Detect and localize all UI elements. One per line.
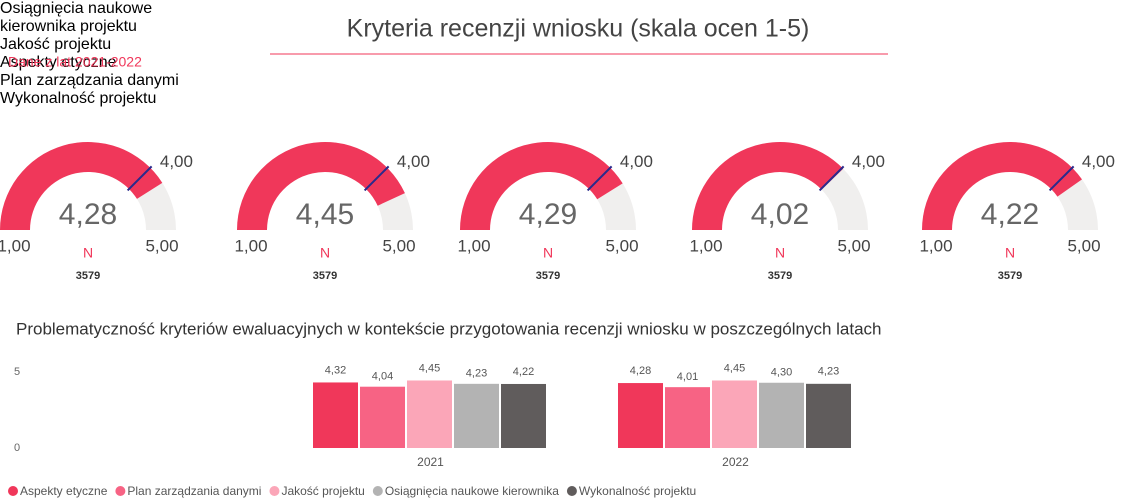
y-tick-label: 0 xyxy=(14,442,20,454)
gauge-fill xyxy=(692,141,844,230)
gauge-n-label: N xyxy=(543,245,553,261)
bar xyxy=(501,383,546,448)
gauge-target xyxy=(586,165,613,192)
bar xyxy=(759,382,804,448)
legend-label: Wykonalność projektu xyxy=(579,484,696,498)
bar-value-label: 4,23 xyxy=(818,366,839,378)
gauge-title: Osiągnięcia naukowe kierownika projektu xyxy=(0,0,153,35)
gauge-title: Wykonalność projektu xyxy=(0,90,157,107)
bar-value-label: 4,28 xyxy=(630,365,651,377)
gauge-value: 4,22 xyxy=(981,198,1039,231)
gauge-target-label: 4,00 xyxy=(1082,152,1115,171)
gauge-max: 5,00 xyxy=(1067,236,1100,255)
gauge-max: 5,00 xyxy=(605,236,638,255)
legend-marker xyxy=(115,486,126,496)
gauge-target xyxy=(363,165,390,192)
bar-value-label: 4,32 xyxy=(325,364,346,376)
legend-marker xyxy=(8,486,18,496)
gauge-min: 1,00 xyxy=(689,236,722,255)
bar-value-label: 4,30 xyxy=(771,367,792,379)
gauge-n-label: N xyxy=(775,245,785,261)
bar-value-label: 4,45 xyxy=(724,362,745,374)
gauge-target-label: 4,00 xyxy=(620,152,653,171)
gauge-target xyxy=(1048,165,1075,192)
legend-marker xyxy=(372,486,383,496)
gauge-fill xyxy=(922,142,1082,230)
bar xyxy=(360,386,405,448)
gauge-fill xyxy=(0,142,163,230)
gauge-title: Aspekty etyczne xyxy=(0,54,117,71)
subtitle: Dane z lat 2021-2022 xyxy=(8,54,142,70)
gauge-target-label: 4,00 xyxy=(852,152,885,171)
gauge-fill xyxy=(237,142,405,230)
legend-marker xyxy=(269,486,280,496)
gauge-n-label: N xyxy=(1005,245,1015,261)
bar xyxy=(618,383,663,448)
legend-label: Osiągnięcia naukowe kierownika xyxy=(385,484,559,498)
bar xyxy=(407,380,452,448)
gauge-title: Jakość projektu xyxy=(0,36,112,53)
gauge-target xyxy=(818,165,845,192)
legend-label: Jakość projektu xyxy=(281,484,364,498)
gauge-target xyxy=(126,165,153,192)
x-tick-label: 2022 xyxy=(722,455,749,469)
bar xyxy=(665,387,710,448)
gauge-value: 4,29 xyxy=(519,198,577,231)
gauge-n: 3579 xyxy=(768,270,792,282)
bar xyxy=(806,383,851,448)
gauge-target-label: 4,00 xyxy=(160,152,193,171)
bar-value-label: 4,45 xyxy=(419,362,440,374)
bar-value-label: 4,04 xyxy=(372,371,393,383)
bar xyxy=(454,383,499,448)
gauge-max: 5,00 xyxy=(145,236,178,255)
gauge-value: 4,02 xyxy=(751,198,809,231)
gauge-min: 1,00 xyxy=(457,236,490,255)
legend-label: Plan zarządzania danymi xyxy=(127,484,261,498)
x-tick-label: 2021 xyxy=(417,455,444,469)
legend-marker xyxy=(566,486,577,496)
gauge-n: 3579 xyxy=(76,270,100,282)
gauge-target-label: 4,00 xyxy=(397,152,430,171)
gauge-max: 5,00 xyxy=(837,236,870,255)
y-tick-label: 5 xyxy=(14,366,20,378)
gauge-value: 4,28 xyxy=(59,198,117,231)
gauge-n: 3579 xyxy=(998,270,1022,282)
gauge-n: 3579 xyxy=(313,270,337,282)
gauge-fill xyxy=(460,142,623,230)
bar-chart-title: Problematyczność kryteriów ewaluacyjnych… xyxy=(16,319,882,338)
gauge-n: 3579 xyxy=(536,270,560,282)
page-title: Kryteria recenzji wniosku (skala ocen 1-… xyxy=(347,15,810,43)
bar-value-label: 4,22 xyxy=(513,366,534,378)
bar xyxy=(313,382,358,448)
gauge-min: 1,00 xyxy=(0,236,31,255)
bar xyxy=(712,380,757,448)
gauge-value: 4,45 xyxy=(296,198,354,231)
gauge-n-label: N xyxy=(320,245,330,261)
gauge-min: 1,00 xyxy=(234,236,267,255)
legend-label: Aspekty etyczne xyxy=(20,484,108,498)
gauge-title: Plan zarządzania danymi xyxy=(0,72,179,89)
bar-value-label: 4,23 xyxy=(466,368,487,380)
gauge-min: 1,00 xyxy=(919,236,952,255)
gauge-n-label: N xyxy=(83,245,93,261)
bar-value-label: 4,01 xyxy=(677,371,698,383)
gauge-max: 5,00 xyxy=(382,236,415,255)
